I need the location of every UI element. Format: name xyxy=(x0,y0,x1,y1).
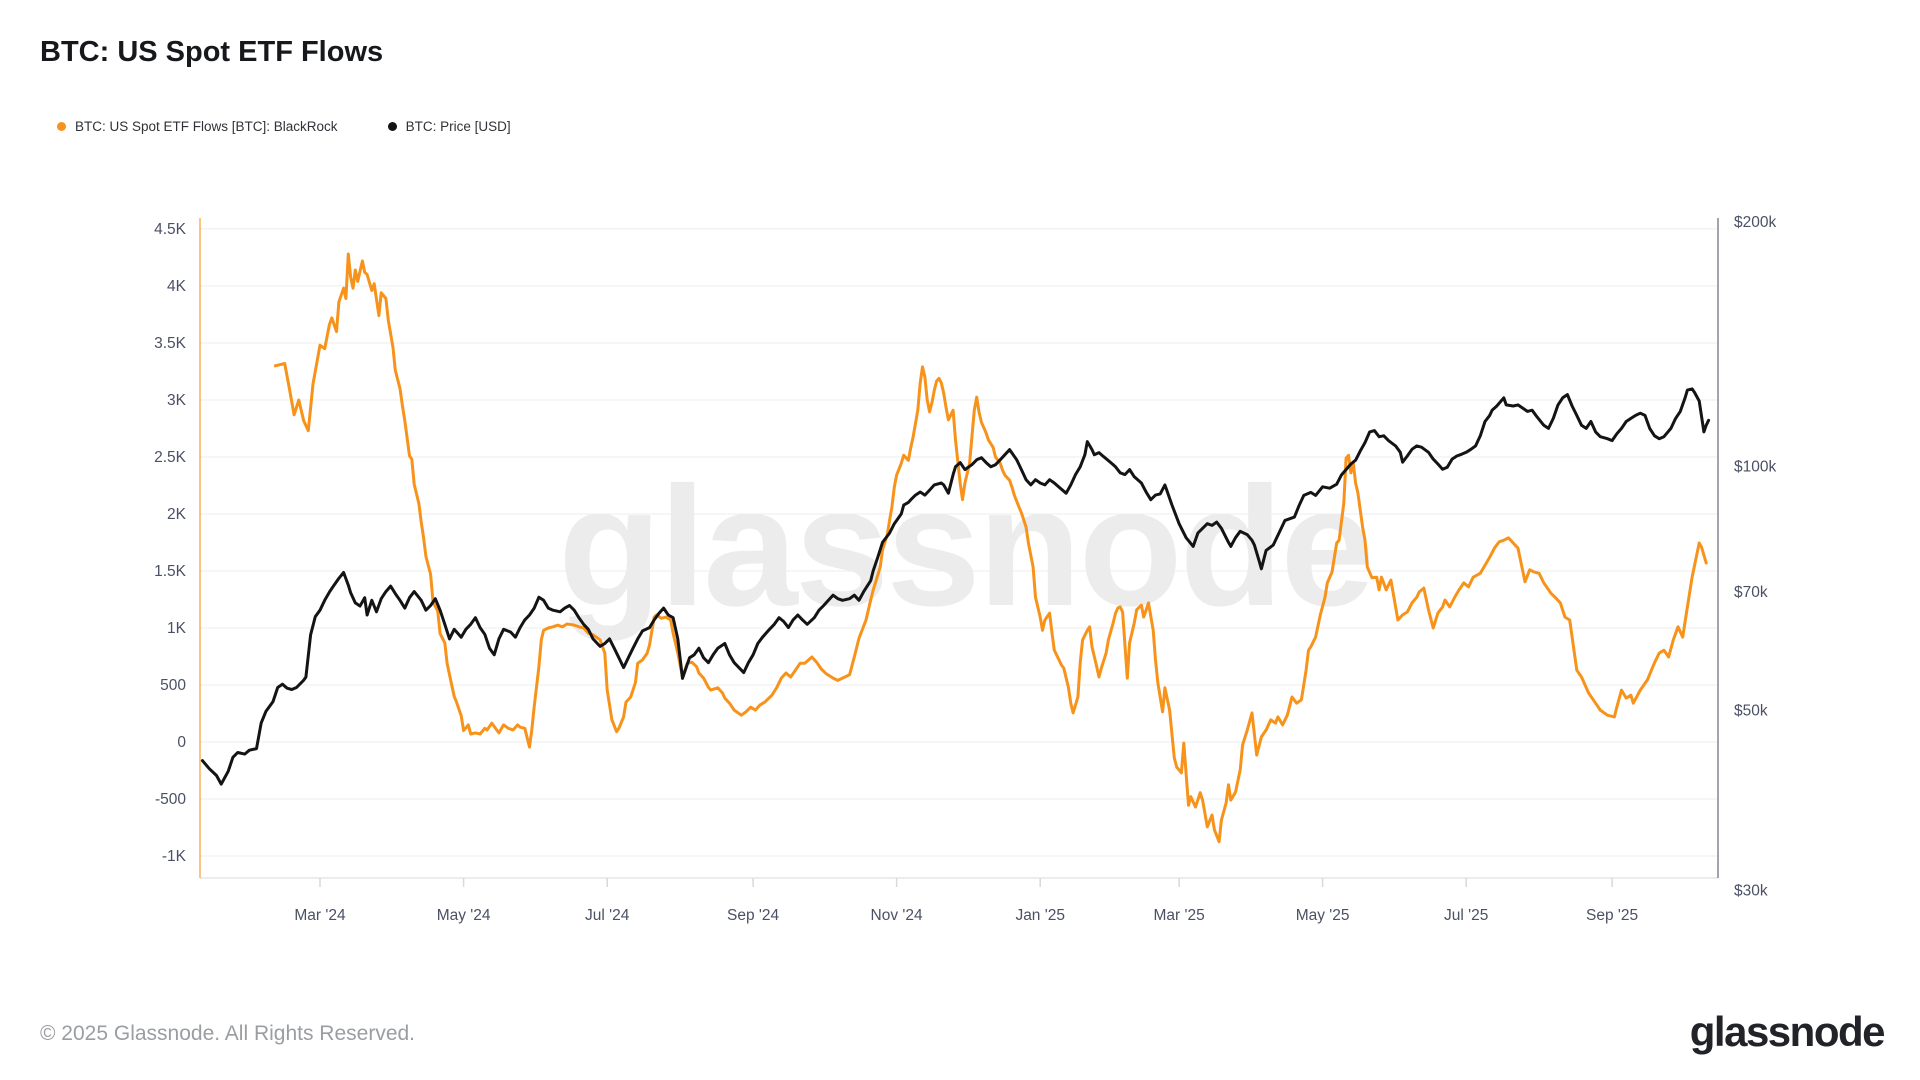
x-tick-label: Nov '24 xyxy=(871,907,923,924)
x-tick-label: Jul '25 xyxy=(1444,907,1488,924)
page-title: BTC: US Spot ETF Flows xyxy=(40,36,384,68)
y-axis-left-tick-label: 2K xyxy=(167,506,187,523)
watermark: glassnode xyxy=(558,452,1372,642)
glassnode-logo[interactable]: glassnode xyxy=(1689,1008,1886,1055)
legend-item-label: BTC: US Spot ETF Flows [BTC]: BlackRock xyxy=(75,119,338,134)
price-series-dot-icon xyxy=(387,122,397,131)
y-axis-left-tick-label: 1.5K xyxy=(154,563,187,580)
legend-item-label: BTC: Price [USD] xyxy=(405,119,511,134)
x-tick-label: Mar '24 xyxy=(294,907,346,924)
y-axis-left-tick-label: 1K xyxy=(167,620,187,637)
y-axis-left-tick-label: 2.5K xyxy=(154,449,187,466)
x-tick-label: Jul '24 xyxy=(585,907,630,924)
legend-item-price[interactable]: BTC: Price [USD] xyxy=(387,119,511,134)
y-axis-left-tick-label: -500 xyxy=(155,791,186,808)
flows-series-line[interactable] xyxy=(273,252,1708,844)
y-axis-left-tick-label: 3K xyxy=(167,392,187,409)
flows-series-dot-icon xyxy=(57,122,66,131)
x-tick-label: Sep '24 xyxy=(727,907,779,924)
y-axis-right-tick-label: $30k xyxy=(1734,883,1768,900)
x-tick-label: May '25 xyxy=(1296,907,1350,924)
x-tick-label: Sep '25 xyxy=(1586,907,1638,924)
y-axis-right-tick-label: $50k xyxy=(1734,703,1768,720)
x-tick-label: Jan '25 xyxy=(1015,907,1065,924)
y-axis-left-tick-label: 3.5K xyxy=(154,335,187,352)
y-axis-left-tick-label: 4.5K xyxy=(154,221,187,238)
x-tick-label: Mar '25 xyxy=(1153,907,1204,924)
legend: BTC: US Spot ETF Flows [BTC]: BlackRock B… xyxy=(57,119,511,134)
y-axis-right-tick-label: $200k xyxy=(1734,214,1776,231)
price-series-line[interactable] xyxy=(200,387,1711,786)
y-axis-right-tick-label: $100k xyxy=(1734,458,1776,475)
y-axis-left-tick-label: 4K xyxy=(167,278,187,295)
y-axis-left-tick-label: 0 xyxy=(177,734,186,751)
footer-copyright: © 2025 Glassnode. All Rights Reserved. xyxy=(40,1022,416,1045)
y-axis-right-tick-label: $70k xyxy=(1734,584,1768,601)
legend-item-flows[interactable]: BTC: US Spot ETF Flows [BTC]: BlackRock xyxy=(57,119,338,134)
x-tick-label: May '24 xyxy=(437,907,491,924)
y-axis-left-tick-label: -1K xyxy=(162,848,187,865)
y-axis-left-tick-label: 500 xyxy=(160,677,186,694)
